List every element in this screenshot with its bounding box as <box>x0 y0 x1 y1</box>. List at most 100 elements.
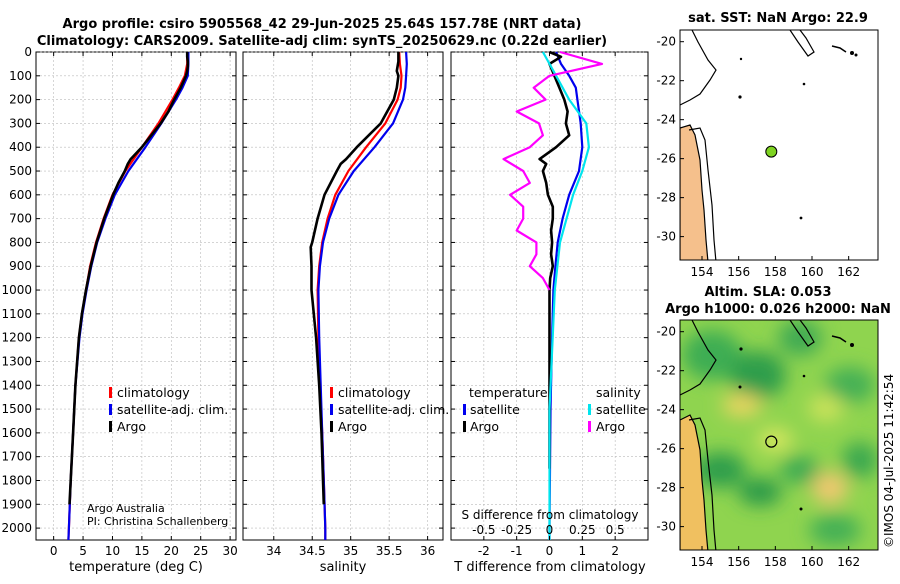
lon-tick-label: 160 <box>801 265 824 279</box>
sla-map-title-1: Altim. SLA: 0.053 <box>705 285 832 300</box>
lat-tick-label: -24 <box>656 403 676 417</box>
sla-map-frame <box>679 319 879 551</box>
y-tick-label: 600 <box>9 188 32 202</box>
legend-s-argo-swatch <box>588 421 591 432</box>
legend-temperature-heading: temperature <box>469 385 548 400</box>
x-tick-label: 35.5 <box>376 544 403 558</box>
sla-blob <box>730 351 786 399</box>
y-tick-label: 700 <box>9 212 32 226</box>
y-tick-label: 400 <box>9 140 32 154</box>
sla-blob <box>825 367 875 403</box>
sst-reef <box>789 30 815 57</box>
lon-tick-label: 154 <box>691 265 714 279</box>
legend-satellite: satellite-adj. clim. <box>117 402 228 417</box>
y-tick-label: 1100 <box>1 307 32 321</box>
sla-blob <box>694 452 746 488</box>
lat-tick-label: -26 <box>656 442 676 456</box>
sla-blob <box>780 456 820 484</box>
legend-salinity-heading: salinity <box>596 385 641 400</box>
sst-island-dot <box>802 82 806 86</box>
sla-blob <box>757 428 793 452</box>
sst-island-dot <box>850 51 854 55</box>
lat-tick-label: -26 <box>656 152 676 166</box>
sst-island-dot <box>799 216 803 220</box>
salinity-legend: climatology satellite-adj. clim. Argo <box>330 385 449 434</box>
lat-tick-label: -22 <box>656 364 676 378</box>
legend-satellite-swatch <box>109 404 112 415</box>
legend-t-satellite-swatch <box>463 404 466 415</box>
sla-blob <box>812 472 848 504</box>
sla-map-title-2: Argo h1000: 0.026 h2000: NaN <box>665 302 891 317</box>
legend-satellite: satellite-adj. clim. <box>338 402 449 417</box>
x-tick-label: 10 <box>105 544 120 558</box>
y-tick-label: 1600 <box>1 426 32 440</box>
lon-tick-label: 160 <box>801 555 824 569</box>
sla-blob <box>738 478 782 506</box>
s-difference-xlabel: S difference from climatology <box>462 508 639 522</box>
lon-tick-label: 154 <box>691 555 714 569</box>
lon-tick-label: 158 <box>764 555 787 569</box>
t-difference-xlabel: T difference from climatology <box>453 560 646 575</box>
lon-tick-label: 162 <box>837 555 860 569</box>
legend-satellite-swatch <box>330 404 333 415</box>
lat-tick-label: -20 <box>656 325 676 339</box>
sla-islands <box>831 335 847 343</box>
title-line-1: Argo profile: csiro 5905568_42 29-Jun-20… <box>63 17 582 32</box>
sla-blob <box>809 514 861 546</box>
salinity-xlabel: salinity <box>320 560 367 575</box>
x-tick-label: 36 <box>420 544 435 558</box>
lat-tick-label: -28 <box>656 481 676 495</box>
x-tick-label: -2 <box>478 544 490 558</box>
sla-field <box>680 320 878 550</box>
x-tick-label: 25 <box>193 544 208 558</box>
legend-climatology-swatch <box>330 387 333 398</box>
y-tick-label: 900 <box>9 259 32 273</box>
legend-climatology-swatch <box>109 387 112 398</box>
argo-float-marker <box>765 435 778 448</box>
legend-s-argo: Argo <box>596 419 625 434</box>
y-tick-label: 300 <box>9 116 32 130</box>
sla-isobath <box>688 417 717 550</box>
y-tick-label: 1400 <box>1 378 32 392</box>
lon-tick-label: 156 <box>727 555 750 569</box>
sst-island-dot <box>739 57 743 61</box>
salinity-panel: 34 34.5 35 35.5 36 salinity climatology sate… <box>242 51 449 575</box>
sla-island-dot <box>850 343 854 347</box>
sst-shelf-contour <box>680 30 717 106</box>
lat-tick-label: -22 <box>656 74 676 88</box>
lat-tick-label: -24 <box>656 113 676 127</box>
y-tick-label: 1500 <box>1 402 32 416</box>
sla-land <box>680 414 709 550</box>
x-tick-label: 20 <box>164 544 179 558</box>
credit-text: Argo Australia <box>87 502 165 515</box>
lon-tick-label: 156 <box>727 265 750 279</box>
y-tick-label: 1800 <box>1 473 32 487</box>
lat-tick-label: -28 <box>656 191 676 205</box>
lat-tick-label: -30 <box>656 230 676 244</box>
imos-timestamp: ©IMOS 04-Jul-2025 11:42:54 <box>882 374 896 548</box>
series-line-argo <box>68 52 190 505</box>
x-tick-label: 34.5 <box>299 544 326 558</box>
sla-island-dot <box>802 374 806 378</box>
temperature-xlabel: temperature (deg C) <box>69 560 203 575</box>
sla-island-dot <box>799 507 803 511</box>
sst-map: sat. SST: NaN Argo: 22.9 154 156 158 160 162… <box>656 11 879 279</box>
sst-land <box>680 124 709 260</box>
sst-map-title: sat. SST: NaN Argo: 22.9 <box>688 11 868 26</box>
temperature-axes <box>35 51 237 541</box>
y-tick-label: 1700 <box>1 450 32 464</box>
lat-tick-label: -30 <box>656 520 676 534</box>
legend-t-argo-swatch <box>463 421 466 432</box>
sla-map: Altim. SLA: 0.053 Argo h1000: 0.026 h200… <box>656 285 890 569</box>
title-line-2: Climatology: CARS2009. Satellite-adj cli… <box>37 34 607 49</box>
s-tick-label: 0.25 <box>569 523 596 537</box>
x-tick-label: 2 <box>611 544 619 558</box>
x-tick-label: 0 <box>50 544 58 558</box>
y-tick-label: 800 <box>9 235 32 249</box>
legend-argo: Argo <box>117 419 146 434</box>
legend-argo-swatch <box>109 421 112 432</box>
s-tick-label: 0.5 <box>606 523 625 537</box>
temperature-legend: climatology satellite-adj. clim. Argo <box>109 385 228 434</box>
x-tick-label: 1 <box>579 544 587 558</box>
